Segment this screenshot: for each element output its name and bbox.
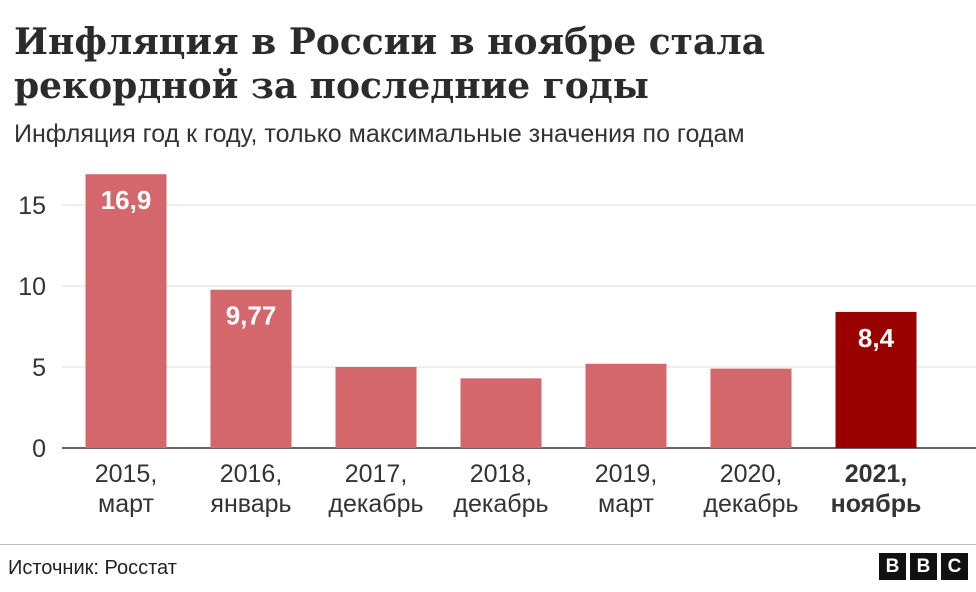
x-tick-label: 2021,: [845, 460, 908, 488]
x-tick-label: декабрь: [453, 490, 548, 518]
x-tick-label: ноябрь: [831, 490, 922, 518]
bbc-logo-letter: B: [910, 553, 937, 580]
y-tick-label: 0: [32, 435, 46, 463]
y-tick-label: 15: [18, 192, 46, 220]
bbc-logo-letter: B: [879, 553, 906, 580]
x-tick-label: 2015,: [95, 460, 158, 488]
bar: [210, 289, 292, 448]
chart-subtitle: Инфляция год к году, только максимальные…: [14, 120, 745, 148]
x-tick-label: декабрь: [328, 490, 423, 518]
y-tick-label: 10: [18, 273, 46, 301]
x-tick-label: март: [598, 490, 654, 518]
bar-value-label: 9,77: [226, 301, 277, 331]
x-tick-label: 2020,: [720, 460, 783, 488]
bar: [460, 378, 542, 448]
bar: [585, 363, 667, 448]
bar: [85, 174, 167, 448]
bar: [835, 311, 917, 448]
x-tick-label: 2017,: [345, 460, 408, 488]
bar-value-label: 8,4: [858, 323, 895, 353]
y-tick-label: 5: [32, 354, 46, 382]
bar: [710, 368, 792, 448]
bar-value-label: 16,9: [101, 185, 152, 215]
footer-divider: [0, 544, 976, 545]
x-tick-label: 2019,: [595, 460, 658, 488]
source-note: Источник: Росстат: [8, 557, 177, 579]
x-tick-label: 2018,: [470, 460, 533, 488]
x-tick-label: 2016,: [220, 460, 283, 488]
x-tick-label: январь: [210, 490, 291, 518]
bar: [335, 367, 417, 448]
bbc-logo-letter: C: [941, 553, 968, 580]
bbc-logo: B B C: [879, 553, 968, 580]
chart-title: Инфляция в России в ноябре стала рекордн…: [14, 21, 766, 107]
x-tick-label: декабрь: [703, 490, 798, 518]
x-tick-label: март: [98, 490, 154, 518]
